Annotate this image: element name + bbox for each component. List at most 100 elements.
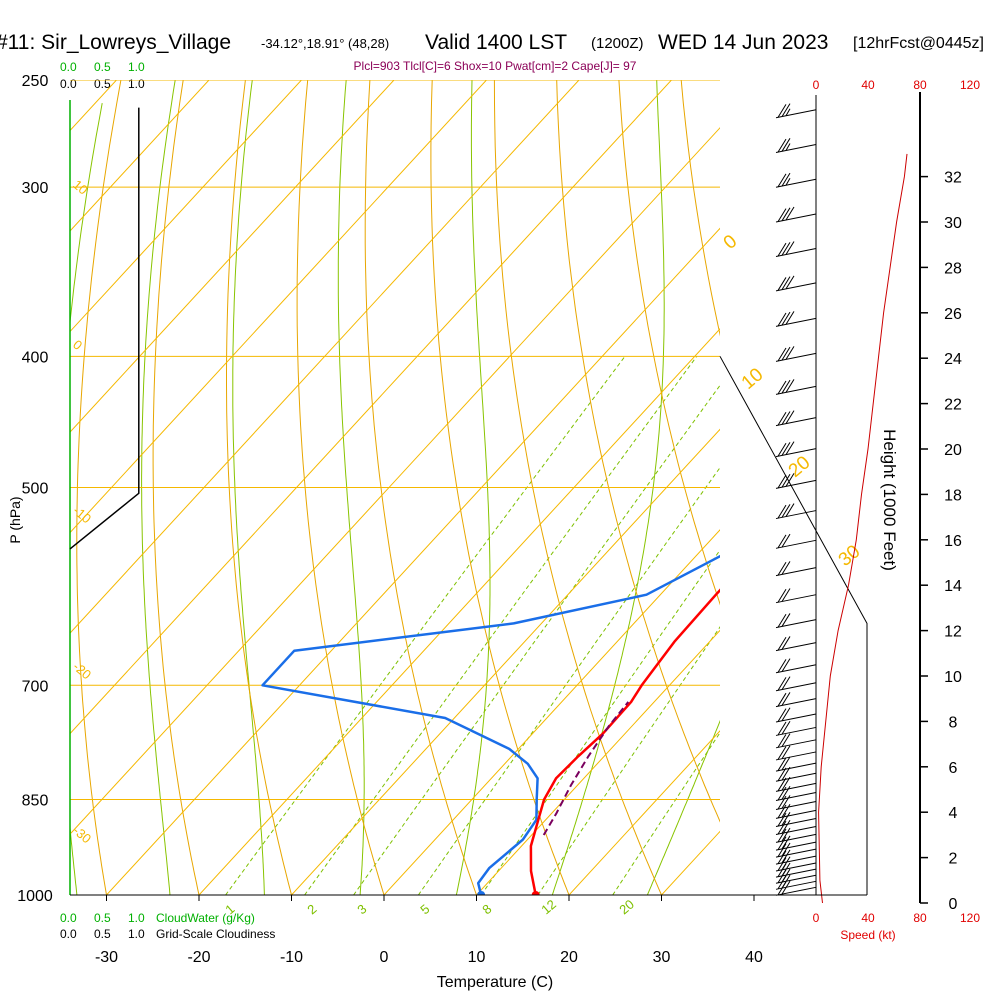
wind-barb-flag (781, 658, 791, 672)
x-axis-title: Temperature (C) (437, 974, 553, 991)
dry-adiabat (430, 80, 570, 895)
parcel-line (542, 701, 630, 836)
cloud-water-tick: 0.5 (94, 911, 111, 925)
wind-barb-flag (777, 613, 787, 628)
speed-tick: 80 (913, 911, 927, 925)
moist-adiabat (0, 187, 20, 924)
cloud-water-tick: 0.5 (94, 60, 111, 74)
isotherm (70, 80, 673, 735)
wind-barb-flag (781, 795, 791, 809)
wind-barb-flag (781, 756, 791, 771)
wind-barb (775, 658, 817, 674)
mixing-ratio-label: 2 (304, 901, 319, 917)
wind-barb (775, 676, 817, 692)
wind-barb-flag (781, 720, 791, 735)
wind-barb-flag (781, 588, 791, 602)
wind-barb-flag (777, 881, 787, 896)
wind-barb-flag (785, 379, 795, 393)
speed-axis-labels: 0 40 80 120 0 40 80 120 Speed (kt) (813, 78, 981, 942)
wind-barb-flag (777, 561, 787, 576)
wind-barb-flag (781, 636, 791, 650)
wind-barb (775, 503, 817, 520)
dry-adiabat (296, 80, 385, 895)
cloudiness-tick: 0.0 (60, 77, 77, 91)
dry-adiabat (0, 0, 31, 924)
moist-adiabat (70, 103, 103, 895)
x-tick-label: 30 (653, 949, 671, 966)
wind-barb-flag (777, 786, 787, 801)
wind-barb (775, 795, 817, 811)
isotherm-label: 0 (70, 337, 85, 353)
wind-barb (775, 613, 817, 629)
valid-time: Valid 1400 LST (425, 31, 567, 54)
isotherm-label: -20 (70, 659, 94, 683)
isotherm (475, 629, 720, 895)
speed-tick: 120 (960, 911, 980, 925)
background-grid (0, 0, 720, 924)
isotherm (70, 80, 118, 132)
wind-barb (775, 636, 817, 652)
dry-adiabat (226, 80, 293, 895)
height-tick-label: 12 (944, 624, 962, 641)
y-tick-label: 400 (22, 349, 49, 366)
wind-barb-flag (777, 412, 787, 426)
wind-barb (775, 880, 817, 896)
wind-barb-flag (781, 311, 791, 326)
x-tick-label: -30 (95, 949, 118, 966)
y-tick-label: 250 (22, 73, 49, 90)
wind-barb-flag (777, 138, 787, 153)
wind-barb-flag (777, 636, 787, 651)
mixing-ratio-label: 5 (417, 901, 432, 917)
wind-barb-flag (777, 746, 787, 760)
wind-barb-flag (777, 812, 787, 827)
wind-barb-flag (777, 659, 787, 673)
cloudiness-line (69, 107, 140, 550)
speed-tick: 80 (913, 78, 927, 92)
wind-barb-flag (777, 312, 787, 327)
wind-barb-flag (781, 835, 791, 850)
wind-barb (775, 766, 817, 782)
wind-panel-boundary (719, 356, 868, 895)
cloudiness-label: Grid-Scale Cloudiness (156, 927, 275, 941)
wind-barb-flag (785, 311, 795, 325)
wind-barb (775, 561, 817, 577)
wind-barb (775, 379, 817, 395)
dry-adiabat (556, 80, 720, 823)
wind-barb (775, 473, 817, 489)
wind-barb-flag (781, 733, 791, 747)
wind-barb-flag (777, 869, 787, 884)
wind-barb-flag (781, 207, 791, 222)
wind-barb-flag (781, 803, 791, 818)
speed-tick: 40 (861, 78, 875, 92)
isotherm (568, 730, 720, 895)
cloudiness-tick: 1.0 (128, 77, 145, 91)
isotherm-label: 10 (70, 177, 91, 198)
wind-barb-flag (781, 533, 791, 548)
wind-barb-flag (777, 692, 787, 707)
wind-barb (775, 172, 817, 188)
wind-barb (775, 241, 817, 258)
wind-barb-flag (785, 346, 795, 360)
wind-barb (775, 862, 817, 878)
wind-barb-flag (785, 178, 791, 186)
wind-barb-flag (777, 708, 787, 722)
x-tick-label: 40 (745, 949, 763, 966)
x-tick-label: 10 (468, 949, 486, 966)
wind-barb-flag (785, 473, 795, 487)
height-axis-title: Height (1000 Feet) (880, 429, 899, 571)
dry-adiabat (76, 80, 122, 895)
wind-barb-flag (777, 757, 787, 771)
wind-barb (775, 812, 817, 827)
isotherm-label: -10 (70, 503, 94, 527)
forecast-tag: [12hrFcst@0445z] (853, 35, 984, 52)
dry-adiabat-label: 10 (738, 364, 768, 394)
wind-barb (775, 311, 817, 327)
wind-barb (775, 441, 817, 458)
wind-barb (775, 346, 817, 362)
isotherm (70, 80, 303, 333)
moist-adiabat (141, 80, 176, 895)
dry-adiabat (152, 80, 200, 895)
dry-adiabat (493, 80, 663, 895)
